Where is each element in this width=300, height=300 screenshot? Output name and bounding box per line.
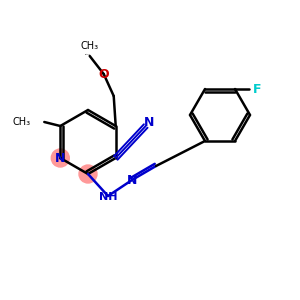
Text: F: F xyxy=(253,82,262,95)
Text: NH: NH xyxy=(99,192,117,202)
Text: O: O xyxy=(98,68,109,80)
Text: CH₃: CH₃ xyxy=(12,117,30,127)
Text: N: N xyxy=(55,152,65,164)
Text: CH₃: CH₃ xyxy=(81,41,99,51)
Circle shape xyxy=(51,149,69,167)
Text: N: N xyxy=(127,173,137,187)
Text: N: N xyxy=(143,116,154,130)
Text: methoxy: methoxy xyxy=(85,53,91,55)
Circle shape xyxy=(79,165,97,183)
